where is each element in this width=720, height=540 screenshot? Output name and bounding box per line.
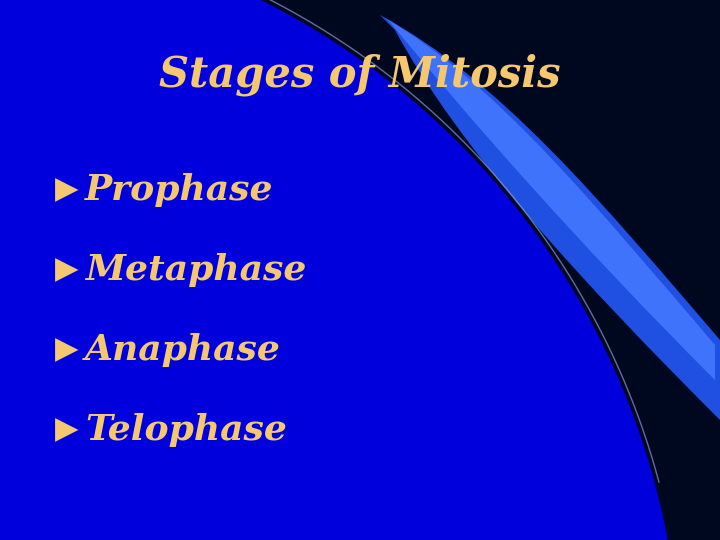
Text: Prophase: Prophase bbox=[85, 173, 274, 207]
Text: Telophase: Telophase bbox=[85, 413, 287, 447]
Text: Stages of Mitosis: Stages of Mitosis bbox=[159, 54, 561, 96]
Text: ▶: ▶ bbox=[55, 176, 78, 205]
Text: ▶: ▶ bbox=[55, 335, 78, 364]
PathPatch shape bbox=[380, 15, 720, 420]
Text: ▶: ▶ bbox=[55, 255, 78, 285]
PathPatch shape bbox=[385, 18, 715, 380]
Text: Anaphase: Anaphase bbox=[85, 333, 281, 367]
Text: ▶: ▶ bbox=[55, 415, 78, 444]
Polygon shape bbox=[0, 0, 668, 540]
Text: Metaphase: Metaphase bbox=[85, 253, 307, 287]
